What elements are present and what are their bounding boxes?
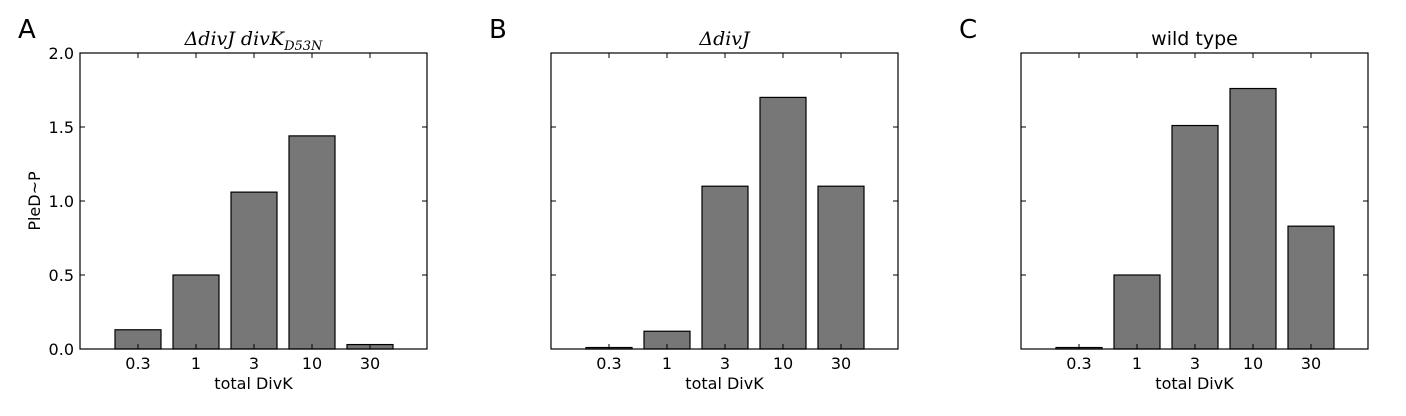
x-tick-label: 0.3 <box>596 354 621 373</box>
x-tick-label: 10 <box>1243 354 1263 373</box>
y-tick-label: 0.5 <box>49 266 74 285</box>
bar-3 <box>1171 124 1219 350</box>
x-tick-label: 10 <box>302 354 322 373</box>
x-tick-label: 10 <box>773 354 793 373</box>
bar-1 <box>1113 274 1161 350</box>
x-tick-label: 1 <box>662 354 672 373</box>
bar-30 <box>817 185 865 350</box>
x-tick-label: 3 <box>249 354 259 373</box>
bar-10 <box>759 96 807 350</box>
x-tick-label: 30 <box>360 354 380 373</box>
x-tick-label: 0.3 <box>125 354 150 373</box>
x-tick-label: 3 <box>720 354 730 373</box>
y-tick-label: 1.0 <box>49 192 74 211</box>
chart-title: ΔdivJ <box>698 28 751 50</box>
bar-10 <box>288 135 336 350</box>
y-axis-label: PleD~P <box>25 171 44 231</box>
bar-3 <box>701 185 749 350</box>
x-tick-label: 0.3 <box>1066 354 1091 373</box>
chart-title: ΔdivJ divKD53N <box>184 28 323 54</box>
x-tick-label: 1 <box>191 354 201 373</box>
x-axis-label: total DivK <box>685 374 764 393</box>
chart-title: wild type <box>1151 28 1238 50</box>
x-axis-label: total DivK <box>1155 374 1234 393</box>
y-tick-label: 1.5 <box>49 118 74 137</box>
x-tick-label: 30 <box>1301 354 1321 373</box>
x-axis-label: total DivK <box>214 374 293 393</box>
x-tick-label: 3 <box>1190 354 1200 373</box>
y-tick-label: 2.0 <box>49 44 74 63</box>
bar-3 <box>230 191 278 350</box>
y-tick-label: 0.0 <box>49 340 74 359</box>
bar-1 <box>172 274 220 350</box>
panel-letter: A <box>18 15 36 45</box>
bar-10 <box>1229 87 1277 350</box>
panel-letter: C <box>959 15 977 45</box>
bar-30 <box>1287 225 1335 350</box>
chart-title-subscript: D53N <box>283 39 323 54</box>
x-tick-label: 1 <box>1132 354 1142 373</box>
chart-title-main: ΔdivJ divK <box>184 28 286 50</box>
panel-letter: B <box>489 15 507 45</box>
x-tick-label: 30 <box>831 354 851 373</box>
